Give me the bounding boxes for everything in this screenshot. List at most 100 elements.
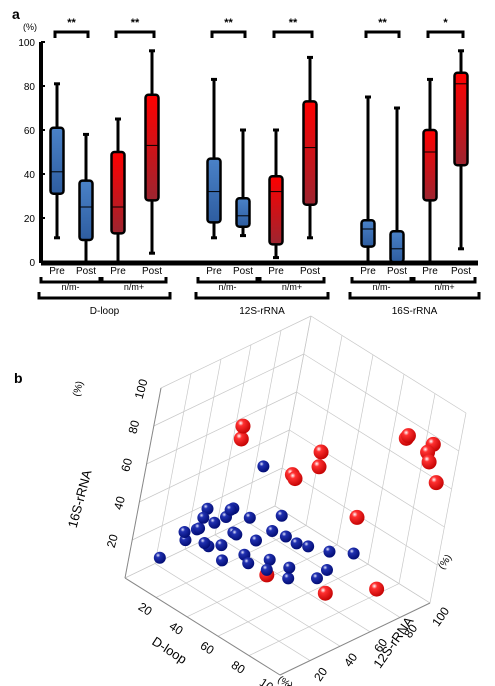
scatter-point-blue bbox=[250, 534, 262, 547]
group-label: n/m- bbox=[219, 282, 237, 292]
x-axis-edge bbox=[124, 577, 281, 676]
grid-line-back-right bbox=[398, 393, 436, 584]
scatter-point-blue bbox=[198, 537, 211, 550]
scatter3d-panel: 2040608010002040608010020406080100 (%) 1… bbox=[65, 315, 467, 686]
significance-bracket bbox=[364, 30, 401, 38]
scatter-point-blue bbox=[266, 524, 279, 537]
scatter-point-blue bbox=[275, 509, 288, 522]
box-iqr bbox=[268, 174, 284, 246]
scatter-point-red bbox=[233, 431, 249, 447]
group-label: n/m+ bbox=[282, 282, 302, 292]
z-tick-label: 80 bbox=[125, 418, 142, 435]
group-label: n/m+ bbox=[124, 282, 144, 292]
y-tick-label: 100 bbox=[429, 604, 452, 629]
scatter-point-red bbox=[369, 581, 385, 597]
box-x-label: Pre bbox=[268, 266, 284, 277]
scatter-point-blue bbox=[243, 511, 256, 524]
y-tick-label: 40 bbox=[341, 650, 360, 669]
z-tick-label: 100 bbox=[132, 377, 151, 400]
box-iqr bbox=[110, 150, 126, 235]
box-iqr bbox=[49, 126, 65, 196]
significance-label: ** bbox=[289, 17, 298, 29]
y-tick-label: 100 bbox=[18, 38, 35, 49]
y-unit-label: (%) bbox=[23, 22, 37, 32]
z-tick-label: 20 bbox=[104, 532, 121, 549]
x-tick-label: 60 bbox=[198, 638, 217, 657]
box-plots: Pre Post Pre Post Pre Post Pre Post Pre Post Pre Po… bbox=[49, 49, 471, 277]
box-x-label: Post bbox=[76, 266, 96, 277]
region-bracket bbox=[194, 292, 330, 300]
significance-label: * bbox=[443, 17, 448, 29]
grid-line-back-left bbox=[146, 391, 297, 465]
grid-line-back-right bbox=[310, 315, 467, 414]
3d-points bbox=[153, 418, 444, 601]
z-axis-label: 16S-rRNA bbox=[65, 468, 95, 529]
scatter-point-blue bbox=[279, 530, 292, 543]
significance-bracket bbox=[53, 30, 90, 38]
box-x-label: Pre bbox=[422, 266, 438, 277]
scatter-point-blue bbox=[347, 547, 360, 560]
grid-line-back-right bbox=[289, 429, 445, 528]
grid-line-back-right bbox=[367, 374, 405, 565]
scatter-point-blue bbox=[230, 528, 243, 541]
z-axis-edge bbox=[124, 387, 162, 579]
scatter-point-red bbox=[317, 585, 333, 601]
scatter-point-blue bbox=[215, 539, 228, 552]
box-x-label: Pre bbox=[360, 266, 376, 277]
group-bracket bbox=[350, 277, 413, 284]
scatter-point-blue bbox=[323, 545, 336, 558]
scatter-point-blue bbox=[260, 563, 273, 576]
group-bracket bbox=[100, 277, 168, 284]
panel-b-label: b bbox=[14, 370, 23, 386]
scatter-point-red bbox=[287, 471, 303, 487]
scatter-point-blue bbox=[242, 557, 255, 570]
3d-ticks: 2040608010002040608010020406080100 bbox=[104, 377, 453, 686]
y-tick-label: 40 bbox=[24, 170, 36, 181]
significance-label: ** bbox=[224, 17, 233, 29]
scatter-point-red bbox=[400, 428, 416, 444]
scatter-point-blue bbox=[283, 561, 296, 574]
region-label: 12S-rRNA bbox=[239, 306, 285, 317]
scatter-point-blue bbox=[201, 502, 214, 515]
grid-line-floor bbox=[184, 548, 341, 647]
grid-line-floor bbox=[154, 563, 311, 661]
region-bracket bbox=[37, 292, 172, 300]
grid-line-back-left bbox=[184, 359, 222, 550]
box-iqr bbox=[422, 128, 438, 202]
box-iqr bbox=[235, 196, 251, 229]
box-iqr bbox=[206, 157, 222, 224]
z-tick-label: 60 bbox=[118, 456, 135, 473]
x-tick-label: 100 bbox=[257, 675, 282, 686]
scatter-point-red bbox=[313, 444, 329, 460]
scatter-point-red bbox=[311, 459, 327, 475]
panel-a-label: a bbox=[12, 6, 20, 22]
group-bracket bbox=[258, 277, 326, 284]
region-label: 16S-rRNA bbox=[392, 306, 438, 317]
grid-line-back-right bbox=[305, 335, 343, 526]
box-x-label: Pre bbox=[206, 266, 222, 277]
grid-line-back-left bbox=[139, 429, 290, 503]
region-label: D-loop bbox=[90, 306, 120, 317]
scatter-point-blue bbox=[310, 572, 323, 585]
scatter-point-red bbox=[421, 454, 437, 470]
box-iqr bbox=[144, 93, 160, 202]
x-tick-label: 40 bbox=[167, 619, 186, 638]
y-ticks: 0 20 40 60 80 100 bbox=[18, 38, 45, 269]
grid-line-back-left bbox=[153, 353, 304, 427]
box-x-label: Post bbox=[451, 266, 471, 277]
significance-bracket bbox=[114, 30, 156, 38]
scatter-point-blue bbox=[320, 563, 333, 576]
grid-line-floor bbox=[214, 534, 371, 633]
group-label: n/m- bbox=[62, 282, 80, 292]
grid-line-back-right bbox=[429, 412, 467, 604]
scatter-point-blue bbox=[153, 551, 166, 564]
y-tick-label: 20 bbox=[24, 214, 36, 225]
scatter-point-red bbox=[235, 418, 251, 434]
y-tick-label: 0 bbox=[29, 258, 35, 269]
scatter-point-red bbox=[428, 475, 444, 491]
significance-label: ** bbox=[67, 17, 76, 29]
z-unit-label: (%) bbox=[71, 380, 86, 398]
box-iqr bbox=[389, 229, 405, 264]
grid-line-floor bbox=[186, 544, 338, 618]
